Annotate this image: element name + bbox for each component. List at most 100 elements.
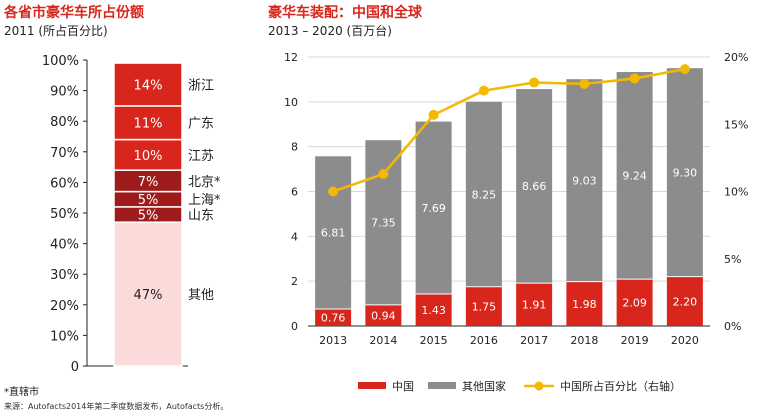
- legend: 中国 其他国家 中国所占百分比（右轴）: [358, 379, 681, 393]
- left-segment-value-label: 14%: [134, 78, 163, 93]
- left-segment-value-label: 5%: [138, 193, 159, 208]
- x-tick-label: 2015: [420, 334, 448, 347]
- bar-other-countries: [315, 156, 352, 309]
- bar-china: [666, 276, 703, 326]
- bar-china: [415, 293, 452, 326]
- bar-china: [516, 283, 553, 326]
- left-chart: 0 10% 20% 30% 40% 50% 60% 70% 80% 90% 100% 47% 其他 5% 山…: [42, 54, 221, 375]
- china-share-point: [328, 186, 339, 197]
- left-segment-value-label: 11%: [134, 117, 163, 132]
- legend-label-other: 其他国家: [462, 379, 506, 393]
- left-chart-subtitle: 2011 (所占百分比): [4, 23, 108, 38]
- bar-china-value-label: 0.94: [371, 309, 396, 322]
- bar-other-value-label: 9.03: [572, 174, 597, 187]
- right-chart: 0 2 4 6 8 10 12 0% 5% 10% 15% 20% 0.76 6.81 2013 0.94 7.…: [284, 51, 748, 347]
- right-chart-title: 豪华车装配：中国和全球: [268, 4, 423, 21]
- bar-other-value-label: 6.81: [321, 227, 346, 240]
- bar-other-value-label: 8.25: [472, 188, 497, 201]
- x-tick-label: 2018: [570, 334, 598, 347]
- bar-china-value-label: 1.91: [522, 299, 547, 312]
- right-y-tick-label: 0: [291, 320, 298, 333]
- left-segment-category-label: 北京*: [188, 175, 221, 190]
- left-segment-category-label: 其他: [188, 288, 214, 303]
- x-tick-label: 2020: [671, 334, 699, 347]
- legend-marker-share: [534, 381, 544, 391]
- bar-china-value-label: 1.43: [421, 304, 446, 317]
- left-y-tick-label: 40%: [50, 238, 79, 253]
- bar-other-value-label: 9.24: [622, 170, 647, 183]
- china-share-point: [428, 109, 439, 120]
- china-share-point: [579, 78, 590, 89]
- right-y-tick-label: 12: [284, 51, 298, 64]
- bar-china-value-label: 1.75: [472, 300, 497, 313]
- legend-swatch-other: [428, 382, 456, 389]
- left-y-tick-label: 20%: [50, 299, 79, 314]
- left-y-tick-label: 80%: [50, 115, 79, 130]
- left-bar-segment: [113, 62, 183, 107]
- bar-china: [616, 279, 653, 326]
- left-y-tick-label: 100%: [42, 54, 79, 69]
- bar-other-countries: [365, 140, 402, 305]
- left-y-tick-label: 0: [71, 360, 79, 375]
- left-segment-value-label: 47%: [134, 288, 163, 303]
- right-y2-tick-label: 10%: [724, 186, 748, 199]
- right-y-tick-label: 10: [284, 96, 298, 109]
- left-segment-value-label: 5%: [138, 209, 159, 224]
- bar-china: [465, 286, 502, 326]
- left-y-tick-label: 50%: [50, 207, 79, 222]
- right-y-tick-label: 8: [291, 141, 298, 154]
- x-tick-label: 2013: [319, 334, 347, 347]
- legend-label-share: 中国所占百分比（右轴）: [560, 379, 681, 393]
- left-segment-category-label: 上海*: [188, 193, 221, 208]
- left-segment-category-label: 江苏: [188, 148, 214, 164]
- right-chart-subtitle: 2013 – 2020 (百万台): [268, 23, 392, 38]
- left-bar-segment: [113, 105, 183, 141]
- right-y2-tick-label: 15%: [724, 118, 748, 131]
- china-share-point: [378, 169, 389, 180]
- china-share-point: [529, 77, 540, 88]
- left-chart-title: 各省市豪华车所占份额: [3, 4, 144, 21]
- left-segment-category-label: 浙江: [188, 78, 214, 93]
- right-y-tick-label: 4: [291, 230, 298, 243]
- china-share-line: [332, 67, 686, 193]
- bar-china-value-label: 1.98: [572, 298, 597, 311]
- left-bar-segment: [113, 221, 183, 367]
- left-y-tick-label: 60%: [50, 176, 79, 191]
- bar-china: [566, 281, 603, 326]
- source-note: 来源：Autofacts2014年第二季度数据发布，Autofacts分析。: [4, 401, 228, 411]
- bar-china: [365, 304, 402, 326]
- bar-other-countries: [616, 72, 653, 280]
- bar-other-countries: [566, 79, 603, 282]
- left-y-tick-label: 70%: [50, 146, 79, 161]
- bar-other-value-label: 7.35: [371, 217, 396, 230]
- china-share-point: [629, 73, 640, 84]
- bar-china-value-label: 2.20: [673, 295, 698, 308]
- china-share-point: [679, 64, 690, 75]
- left-segment-value-label: 10%: [134, 149, 163, 164]
- bar-china: [315, 308, 352, 326]
- bar-other-value-label: 7.69: [421, 202, 446, 215]
- right-y-tick-label: 2: [291, 275, 298, 288]
- left-y-tick-label: 30%: [50, 268, 79, 283]
- left-segment-category-label: 广东: [188, 117, 214, 132]
- bar-other-value-label: 9.30: [673, 166, 698, 179]
- right-y2-tick-label: 0%: [724, 320, 741, 333]
- left-y-tick-label: 10%: [50, 329, 79, 344]
- x-tick-label: 2019: [621, 334, 649, 347]
- bar-other-countries: [666, 68, 703, 277]
- x-tick-label: 2016: [470, 334, 498, 347]
- right-y2-tick-label: 20%: [724, 51, 748, 64]
- x-tick-label: 2014: [369, 334, 397, 347]
- x-tick-label: 2017: [520, 334, 548, 347]
- bar-china-value-label: 0.76: [321, 311, 346, 324]
- legend-label-china: 中国: [392, 380, 414, 393]
- left-y-tick-label: 90%: [50, 85, 79, 100]
- right-y-tick-label: 6: [291, 186, 298, 199]
- right-y2-tick-label: 5%: [724, 253, 741, 266]
- bar-other-countries: [415, 121, 452, 294]
- footnote: *直辖市: [4, 385, 39, 398]
- china-share-point: [478, 85, 489, 96]
- legend-swatch-china: [358, 382, 386, 389]
